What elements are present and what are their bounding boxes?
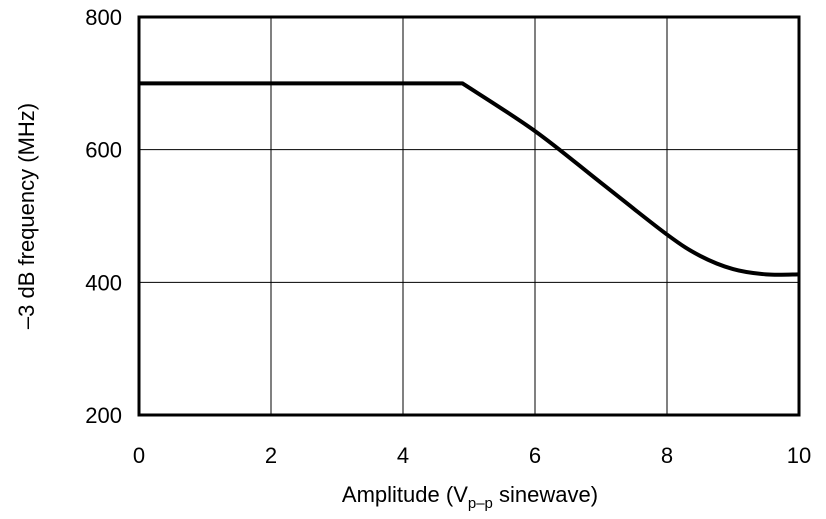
x-axis-title: Amplitude (Vp–p sinewave) [342, 482, 598, 512]
x-tick-label: 8 [661, 443, 673, 468]
y-tick-labels: 200 400 600 800 [85, 5, 122, 428]
x-tick-label: 2 [265, 443, 277, 468]
y-tick-label: 600 [85, 138, 122, 163]
y-tick-label: 800 [85, 5, 122, 30]
data-series [139, 81, 800, 277]
x-axis-title-suffix: sinewave) [493, 482, 598, 507]
x-tick-labels: 0 2 4 6 8 10 [133, 443, 811, 468]
plot-frame [137, 15, 801, 417]
x-tick-label: 6 [529, 443, 541, 468]
y-tick-label: 400 [85, 270, 122, 295]
grid-lines [139, 17, 799, 415]
x-tick-label: 10 [787, 443, 811, 468]
y-tick-label: 200 [85, 403, 122, 428]
x-axis-title-subscript: p–p [468, 495, 493, 512]
x-axis-title-prefix: Amplitude (V [342, 482, 468, 507]
x-tick-label: 4 [397, 443, 409, 468]
y-axis-title: –3 dB frequency (MHz) [14, 103, 39, 329]
series-line [139, 81, 800, 277]
x-tick-label: 0 [133, 443, 145, 468]
